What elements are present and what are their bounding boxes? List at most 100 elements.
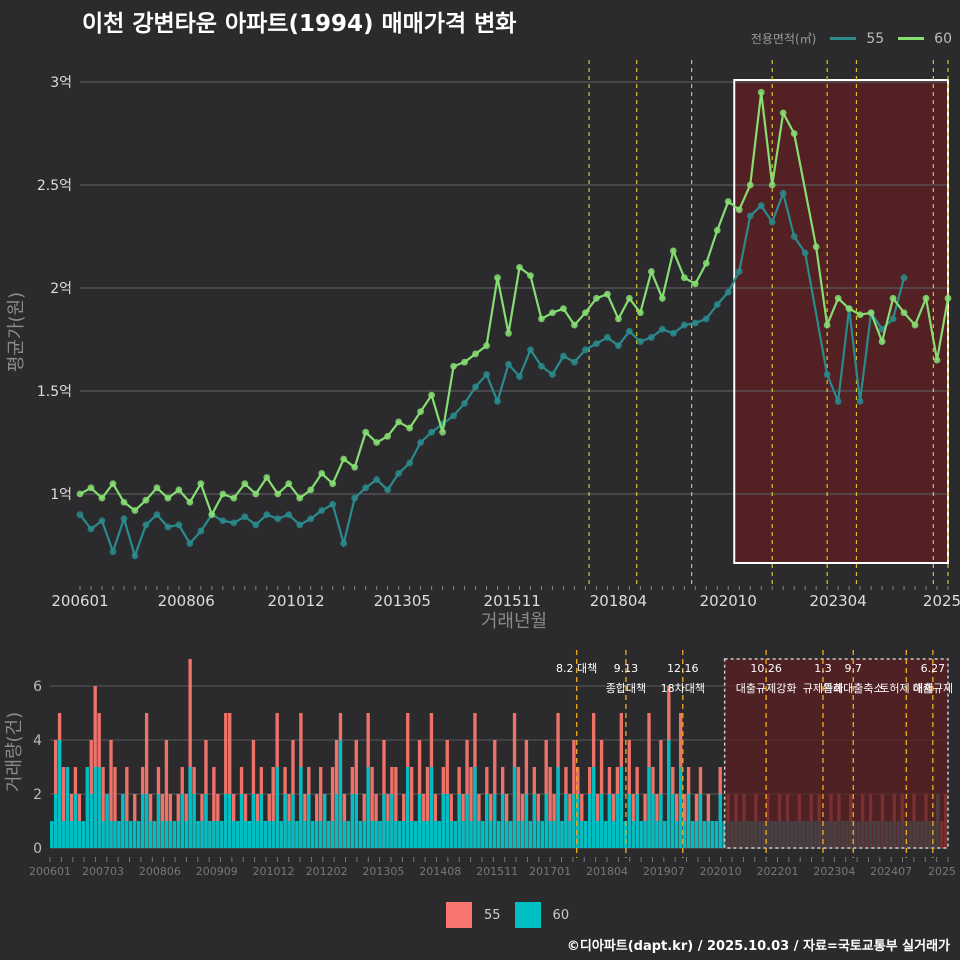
data-point-55: [175, 521, 183, 529]
bar-60: [255, 821, 260, 848]
data-point-60: [373, 439, 381, 446]
bar-60: [291, 794, 295, 848]
data-point-55: [428, 428, 435, 436]
data-point-55: [219, 517, 227, 525]
data-point-60: [483, 342, 490, 350]
top-legend: 전용면적(㎡) 55 60: [751, 30, 952, 47]
bar-60: [651, 794, 655, 848]
bar-60: [346, 821, 351, 848]
data-point-60: [571, 321, 578, 329]
bar-60: [338, 740, 343, 848]
data-point-55: [153, 511, 161, 518]
bar-x-tick-label: 201907: [643, 865, 685, 878]
bar-60: [137, 821, 141, 848]
data-point-55: [450, 412, 457, 420]
bar-60: [144, 794, 149, 848]
bar-60: [307, 794, 311, 848]
bar-60: [374, 821, 378, 848]
bar-60: [65, 767, 70, 848]
data-point-60: [724, 198, 732, 205]
footer-credit: ©디아파트(dapt.kr) / 2025.10.03 / 자료=국토교통부 실…: [566, 939, 950, 954]
bar-60: [595, 821, 600, 848]
data-point-60: [87, 484, 95, 492]
bar-x-tick-label: 201701: [529, 865, 571, 878]
bar-60: [635, 794, 639, 848]
bar-60: [678, 767, 683, 848]
legend-label-60: 60: [934, 30, 952, 47]
bar-60: [97, 767, 101, 848]
bar-60: [655, 821, 659, 848]
data-point-60: [340, 455, 348, 463]
y-tick-label: 2.5억: [37, 178, 72, 194]
bar-60: [334, 794, 339, 848]
data-point-60: [900, 309, 908, 317]
data-point-60: [691, 280, 699, 288]
bar-55: [125, 767, 129, 848]
bar-60: [216, 821, 220, 848]
data-point-55: [702, 315, 710, 323]
bar-60: [105, 794, 109, 848]
bar-60: [140, 794, 145, 848]
bar-60: [481, 821, 485, 848]
data-point-55: [362, 484, 370, 492]
policy-label-name: 18차대책: [661, 682, 705, 695]
bar-60: [485, 794, 489, 848]
bar-60: [235, 821, 240, 848]
x-tick-label: 201511: [484, 592, 541, 610]
bar-60: [362, 821, 366, 848]
y-tick-label: 1억: [50, 487, 72, 503]
bar-60: [643, 821, 647, 848]
data-point-55: [109, 548, 117, 556]
bar-60: [295, 821, 299, 848]
bar-60: [615, 794, 620, 848]
bar-60: [148, 821, 153, 848]
data-point-60: [208, 511, 216, 518]
data-point-55: [900, 274, 908, 282]
bar-55: [394, 767, 398, 848]
bar-60: [350, 794, 355, 848]
bar-x-tick-label: 202010: [700, 865, 742, 878]
x-tick-label: 200806: [158, 592, 215, 610]
bar-60: [330, 821, 335, 848]
bar-60: [402, 821, 406, 848]
data-point-60: [219, 490, 227, 498]
bar-55: [101, 767, 105, 848]
bar-y-tick-label: 6: [33, 679, 42, 695]
bar-60: [109, 821, 113, 848]
bar-55: [164, 740, 169, 848]
policy-label-name: 대출규제강화: [736, 682, 797, 695]
bar-60: [251, 794, 256, 848]
data-point-55: [131, 552, 139, 560]
bar-60: [449, 821, 453, 848]
bar-60: [706, 821, 711, 848]
bar-60: [61, 821, 66, 848]
policy-label-date: 10.26: [750, 662, 782, 675]
bar-60: [580, 821, 584, 848]
data-point-55: [856, 397, 864, 405]
bar-60: [287, 821, 291, 848]
bar-60: [631, 821, 635, 848]
x-tick-label: 2025: [923, 592, 960, 610]
data-point-60: [351, 463, 359, 471]
policy-label-date: 9.7: [845, 662, 863, 675]
bar-60: [57, 740, 62, 848]
bar-60: [212, 821, 216, 848]
data-point-60: [922, 294, 930, 302]
bar-60: [180, 794, 184, 848]
bar-60: [319, 821, 323, 848]
data-point-60: [603, 290, 611, 298]
policy-label-date: 6.27: [921, 662, 946, 675]
bar-x-tick-label: 2025: [928, 865, 956, 878]
highlight-box-bottom: [723, 658, 949, 849]
bar-60: [504, 821, 509, 848]
data-point-60: [944, 294, 952, 302]
bar-55: [425, 767, 430, 848]
bar-x-tick-label: 202407: [870, 865, 912, 878]
bar-60: [611, 821, 616, 848]
bar-60: [588, 794, 592, 848]
bar-55: [109, 740, 113, 848]
data-point-60: [823, 321, 831, 329]
data-point-60: [109, 480, 117, 488]
data-point-60: [582, 309, 589, 317]
data-point-60: [911, 321, 919, 329]
